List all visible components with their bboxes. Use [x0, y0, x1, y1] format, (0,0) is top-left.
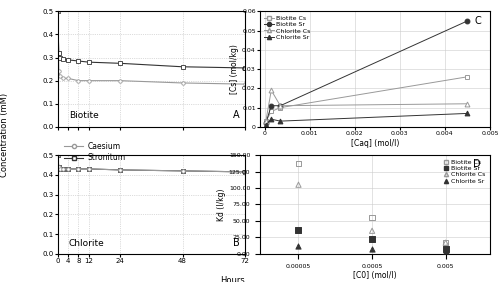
Point: [294, 182, 302, 187]
X-axis label: [C0] (mol/l): [C0] (mol/l): [353, 271, 397, 280]
Text: Chlorite: Chlorite: [69, 239, 104, 248]
Legend: Caesium, Stronitum: Caesium, Stronitum: [62, 139, 128, 166]
Text: Hours: Hours: [220, 276, 245, 282]
Point: [294, 161, 302, 166]
Point: [442, 246, 450, 251]
Text: Biotite: Biotite: [69, 111, 98, 120]
Point: [368, 246, 376, 251]
Text: A: A: [233, 110, 239, 120]
Y-axis label: [Cs] (mol/kg): [Cs] (mol/kg): [230, 44, 239, 94]
Text: B: B: [232, 238, 239, 248]
Point: [368, 215, 376, 220]
Point: [442, 240, 450, 245]
Legend: Biotite Cs, Biotite Sr, Chlorite Cs, Chlorite Sr: Biotite Cs, Biotite Sr, Chlorite Cs, Chl…: [263, 14, 311, 41]
Point: [294, 228, 302, 232]
Text: Concentration (mM): Concentration (mM): [0, 93, 10, 177]
Point: [368, 228, 376, 233]
Point: [442, 248, 450, 253]
Legend: Biotite Cs, Biotite Sr, Chlorite Cs, Chlorite Sr: Biotite Cs, Biotite Sr, Chlorite Cs, Chl…: [442, 158, 487, 185]
Point: [368, 237, 376, 242]
Text: D: D: [473, 159, 481, 169]
Point: [294, 244, 302, 248]
Text: C: C: [474, 16, 481, 26]
Y-axis label: Kd (l/kg): Kd (l/kg): [217, 188, 226, 221]
Point: [442, 240, 450, 245]
X-axis label: [Caq] (mol/l): [Caq] (mol/l): [351, 139, 399, 148]
